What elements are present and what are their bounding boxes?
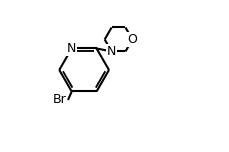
Text: O: O bbox=[127, 33, 137, 46]
Text: N: N bbox=[67, 42, 76, 55]
Text: N: N bbox=[106, 45, 116, 58]
Text: Br: Br bbox=[52, 93, 66, 106]
